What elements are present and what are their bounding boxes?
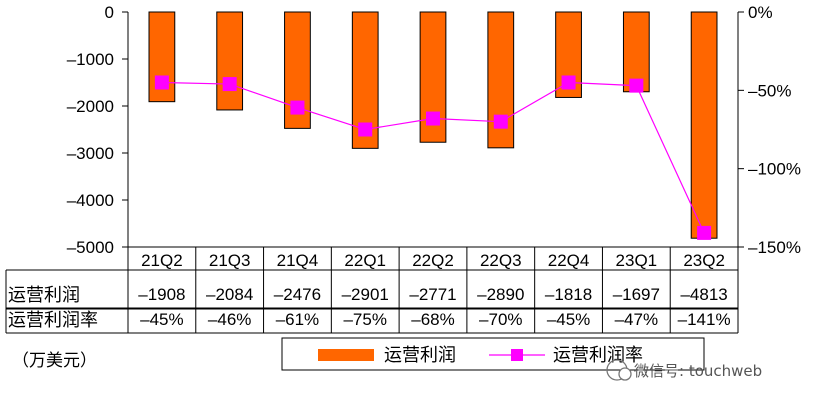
- left-axis-tick-label: –5000: [67, 238, 114, 257]
- category-label: 21Q2: [141, 251, 183, 270]
- watermark: 微信号: touchweb: [606, 359, 762, 381]
- margin-point-21Q4: [290, 100, 305, 115]
- category-label: 21Q3: [209, 251, 251, 270]
- category-label: 22Q1: [344, 251, 386, 270]
- margin-point-22Q1: [358, 122, 373, 137]
- left-axis-tick-label: –1000: [67, 50, 114, 69]
- table-cell: –47%: [615, 310, 658, 329]
- table-cell: –1818: [545, 285, 592, 304]
- table-cell: –2084: [206, 285, 253, 304]
- bar-21Q4: [284, 11, 311, 129]
- table-cell: –46%: [208, 310, 251, 329]
- table-cell: –2901: [342, 285, 389, 304]
- unit-label-group: （万美元）: [12, 351, 97, 371]
- right-axis-tick-label: –50%: [748, 81, 791, 100]
- left-axis-tick-label: –4000: [67, 191, 114, 210]
- watermark-text: 微信号: touchweb: [634, 362, 762, 380]
- table-cell: –2771: [409, 285, 456, 304]
- category-label: 23Q2: [683, 251, 725, 270]
- bar-23Q1: [622, 11, 650, 93]
- margin-point-22Q3: [493, 114, 508, 129]
- table-cell: –1697: [613, 285, 660, 304]
- legend-box: [281, 337, 705, 371]
- line-series: [154, 75, 712, 240]
- left-axis-tick-label: –3000: [67, 144, 114, 163]
- table-cell: –1908: [138, 285, 185, 304]
- category-label: 22Q3: [480, 251, 522, 270]
- bar-23Q2: [690, 11, 718, 239]
- left-axis-tick-label: 0: [105, 3, 114, 22]
- legend-label-operating-profit: 运营利润: [384, 345, 456, 366]
- margin-point-21Q3: [222, 77, 237, 92]
- table-cell: –141%: [678, 310, 731, 329]
- table-cell: –2890: [477, 285, 524, 304]
- category-label: 21Q4: [277, 251, 319, 270]
- bar-21Q3: [216, 11, 244, 111]
- table-cell: –75%: [343, 310, 386, 329]
- axes: 0 –1000 –2000 –3000 –4000 –5000 0% –50% –100% –15…: [67, 3, 801, 257]
- table-cell: –68%: [411, 310, 454, 329]
- wechat-icon-inner: [618, 367, 632, 381]
- table-row-label: 运营利润: [8, 285, 80, 306]
- table-cell: –61%: [276, 310, 319, 329]
- data-table: 21Q2 21Q3 21Q4 22Q1 22Q2 22Q3 22Q4 23Q1 23Q2 运营利润…: [5, 246, 739, 334]
- bar-series: [148, 11, 718, 239]
- legend-line-marker: [511, 349, 523, 361]
- margin-point-22Q4: [561, 75, 576, 90]
- table-row-label: 运营利润率: [8, 310, 98, 331]
- left-axis-tick-label: –2000: [67, 97, 114, 116]
- category-label: 22Q2: [412, 251, 454, 270]
- legend-bar-swatch: [318, 349, 374, 361]
- category-label: 22Q4: [548, 251, 590, 270]
- table-cell: –2476: [274, 285, 321, 304]
- unit-label: （万美元）: [12, 351, 97, 371]
- legend-label-operating-margin: 运营利润率: [553, 345, 643, 366]
- margin-point-22Q2: [426, 111, 440, 126]
- table-cell: –45%: [140, 310, 183, 329]
- category-label: 23Q1: [616, 251, 658, 270]
- margin-point-21Q2: [154, 75, 169, 90]
- table-cell: –70%: [479, 310, 522, 329]
- right-axis-tick-label: –150%: [748, 238, 801, 257]
- margin-point-23Q2: [697, 225, 712, 240]
- margin-point-23Q1: [629, 78, 644, 93]
- right-axis-tick-label: –100%: [748, 160, 801, 179]
- right-axis-tick-label: 0%: [748, 3, 773, 22]
- table-cell: –45%: [547, 310, 590, 329]
- table-cell: –4813: [680, 285, 727, 304]
